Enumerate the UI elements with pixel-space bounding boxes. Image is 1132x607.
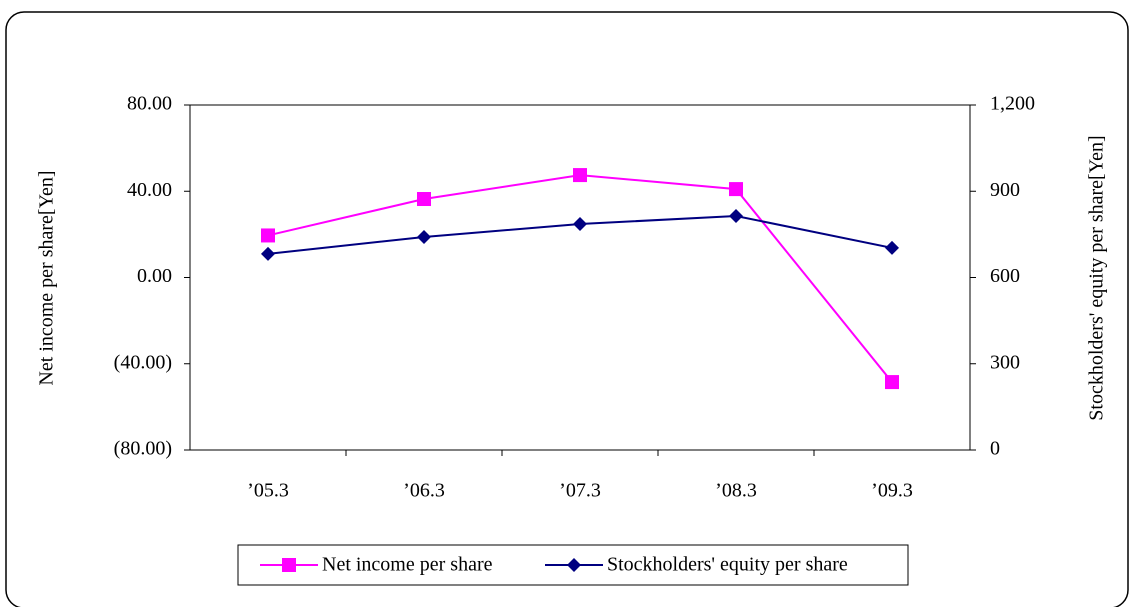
y-tick-label: 80.00 (127, 93, 172, 115)
y-tick-label: (80.00) (114, 438, 172, 460)
y-tick-label: (40.00) (114, 351, 172, 373)
marker (573, 217, 587, 232)
legend-label: Net income per share (322, 554, 493, 576)
y-tick-label: 40.00 (127, 179, 172, 201)
x-tick-label: ’07.3 (559, 480, 601, 502)
marker (573, 168, 587, 183)
y-tick-label: 0.00 (137, 265, 172, 287)
frame (5, 11, 1129, 607)
legend-marker (282, 558, 296, 572)
x-tick-label: ’09.3 (871, 480, 913, 502)
legend-marker (567, 558, 581, 572)
y-axis-label: Net income per share[Yen] (36, 170, 58, 385)
x-tick-label: ’06.3 (403, 480, 445, 502)
y2-tick-label: 600 (990, 265, 1020, 287)
y2-tick-label: 300 (990, 351, 1020, 373)
marker (417, 229, 431, 244)
x-tick-label: ’05.3 (247, 480, 289, 502)
marker (261, 228, 275, 243)
y2-axis-label: Stockholders' equity per share[Yen] (1086, 135, 1108, 420)
x-tick-label: ’08.3 (715, 480, 757, 502)
marker (729, 208, 743, 223)
marker (729, 182, 743, 197)
legend-label: Stockholders' equity per share (607, 554, 848, 576)
marker (885, 375, 899, 390)
y2-tick-label: 900 (990, 179, 1020, 201)
y2-tick-label: 1,200 (990, 93, 1035, 115)
marker (261, 246, 275, 261)
marker (885, 240, 899, 255)
y2-tick-label: 0 (990, 438, 1000, 460)
marker (417, 192, 431, 207)
